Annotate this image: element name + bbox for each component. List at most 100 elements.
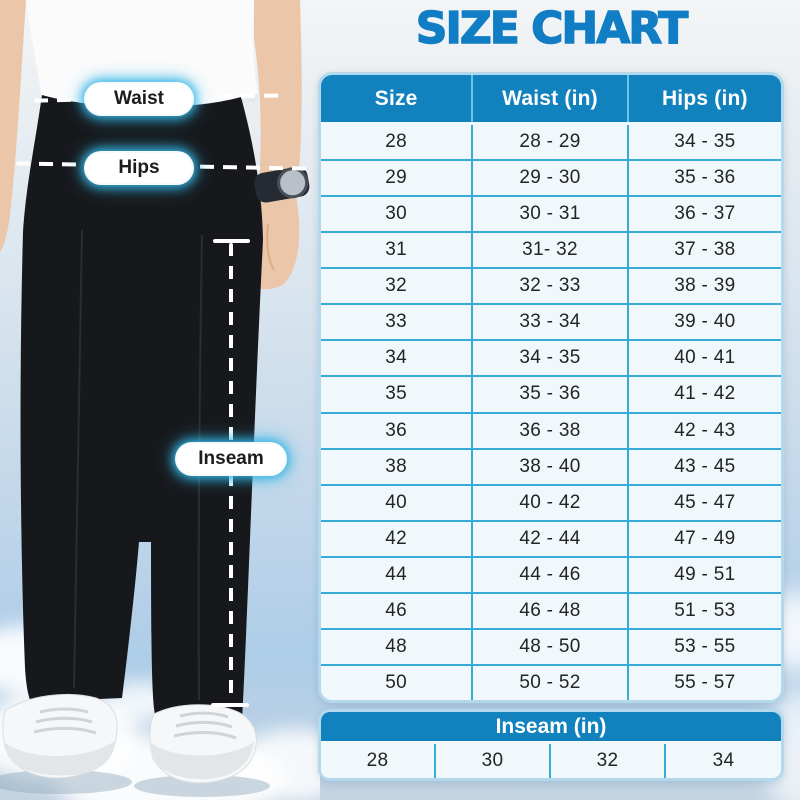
waist-cell: 40 - 42 [473,485,629,520]
inseam-value-cell: 34 [666,744,781,778]
size-cell: 50 [321,665,474,700]
inseam-value-cell: 28 [321,744,436,778]
inseam-label-pill: Inseam [177,444,285,474]
hips-cell: 38 - 39 [628,269,781,304]
table-row: 50 50 - 52 55 - 57 [321,663,781,700]
waist-cell: 30 - 31 [473,197,629,232]
table-row: 36 36 - 38 42 - 43 [321,411,781,448]
page-title: SIZE CHART [415,2,689,54]
size-cell: 31 [321,233,474,268]
size-cell: 46 [321,593,474,628]
waist-cell: 50 - 52 [473,665,629,700]
waist-cell: 46 - 48 [473,593,629,628]
size-chart-table: Size Waist (in) Hips (in) 28 28 - 29 34 … [318,72,784,703]
model-photo: Waist Hips Inseam [0,0,320,800]
waist-cell: 29 - 30 [473,161,629,196]
right-shoe-sole [150,742,254,780]
table-row: 42 42 - 44 47 - 49 [321,519,781,556]
waist-cell: 36 - 38 [473,413,629,448]
table-row: 32 32 - 33 38 - 39 [321,267,781,304]
right-shoe-laces [173,711,237,740]
size-cell: 40 [321,485,474,520]
waist-cell: 35 - 36 [473,377,629,412]
inseam-line-bottom-cap [211,703,249,707]
inseam-value-cell: 30 [436,744,551,778]
header-cell-size: Size [321,75,474,122]
hips-cell: 41 - 42 [628,377,781,412]
table-row: 29 29 - 30 35 - 36 [321,159,781,196]
table-row: 30 30 - 31 36 - 37 [321,195,781,232]
size-cell: 33 [321,305,474,340]
size-cell: 44 [321,557,474,592]
table-row: 48 48 - 50 53 - 55 [321,627,781,664]
hips-cell: 43 - 45 [628,449,781,484]
pants [20,95,264,758]
hips-label-pill: Hips [86,153,192,183]
pants-crease-left [73,229,83,689]
inseam-header: Inseam (in) [321,712,781,744]
left-shoe-sole [4,740,116,776]
waist-cell: 34 - 35 [473,341,629,376]
table-row: 46 46 - 48 51 - 53 [321,591,781,628]
header-cell-hips: Hips (in) [661,86,748,110]
table-row: 33 33 - 34 39 - 40 [321,303,781,340]
table-row: 35 35 - 36 41 - 42 [321,375,781,412]
size-cell: 32 [321,269,474,304]
table-row: 31 31- 32 37 - 38 [321,231,781,268]
size-cell: 29 [321,161,474,196]
table-header-row: Size Waist (in) Hips (in) [321,75,781,125]
waist-cell: 42 - 44 [473,521,629,556]
hips-cell: 34 - 35 [628,125,781,160]
inseam-value-cell: 32 [551,744,666,778]
hips-cell: 40 - 41 [628,341,781,376]
size-cell: 48 [321,629,474,664]
hips-cell: 42 - 43 [628,413,781,448]
hips-cell: 36 - 37 [628,197,781,232]
inseam-line-top-cap [213,239,250,243]
hips-cell: 37 - 38 [628,233,781,268]
left-arm [0,0,26,252]
hips-cell: 49 - 51 [628,557,781,592]
table-row: 28 28 - 29 34 - 35 [321,125,781,160]
tshirt [26,0,258,107]
hips-cell: 55 - 57 [628,665,781,700]
inseam-values-row: 28 30 32 34 [321,744,781,778]
right-shoe-shadow [134,775,270,797]
hips-cell: 35 - 36 [628,161,781,196]
size-cell: 30 [321,197,474,232]
hips-cell: 39 - 40 [628,305,781,340]
waist-cell: 44 - 46 [473,557,629,592]
hips-label: Hips [118,157,160,178]
table-row: 38 38 - 40 43 - 45 [321,447,781,484]
size-cell: 36 [321,413,474,448]
size-cell: 42 [321,521,474,556]
table-row: 40 40 - 42 45 - 47 [321,483,781,520]
waist-cell: 38 - 40 [473,449,629,484]
table-row: 34 34 - 35 40 - 41 [321,339,781,376]
hips-cell: 47 - 49 [628,521,781,556]
waist-label: Waist [114,88,164,109]
left-shoe-laces [33,707,97,735]
size-table-body: 28 28 - 29 34 - 35 29 29 - 30 35 - 36 30… [321,125,781,700]
hips-cell: 51 - 53 [628,593,781,628]
inseam-label: Inseam [198,448,264,469]
waist-cell: 48 - 50 [473,629,629,664]
waist-cell: 31- 32 [473,233,629,268]
size-cell: 38 [321,449,474,484]
waist-cell: 33 - 34 [473,305,629,340]
waist-cell: 32 - 33 [473,269,629,304]
waist-cell: 28 - 29 [473,125,629,160]
hips-cell: 45 - 47 [628,485,781,520]
left-shoe-shadow [0,770,132,794]
pants-crease-right [197,234,203,701]
inseam-section: Inseam (in) 28 30 32 34 [318,709,784,781]
table-row: 44 44 - 46 49 - 51 [321,555,781,592]
waist-label-pill: Waist [86,84,192,114]
size-cell: 28 [321,125,474,160]
header-cell-waist: Waist (in) [473,75,629,122]
hips-cell: 53 - 55 [628,629,781,664]
model-figure [0,0,320,800]
size-cell: 34 [321,341,474,376]
size-cell: 35 [321,377,474,412]
